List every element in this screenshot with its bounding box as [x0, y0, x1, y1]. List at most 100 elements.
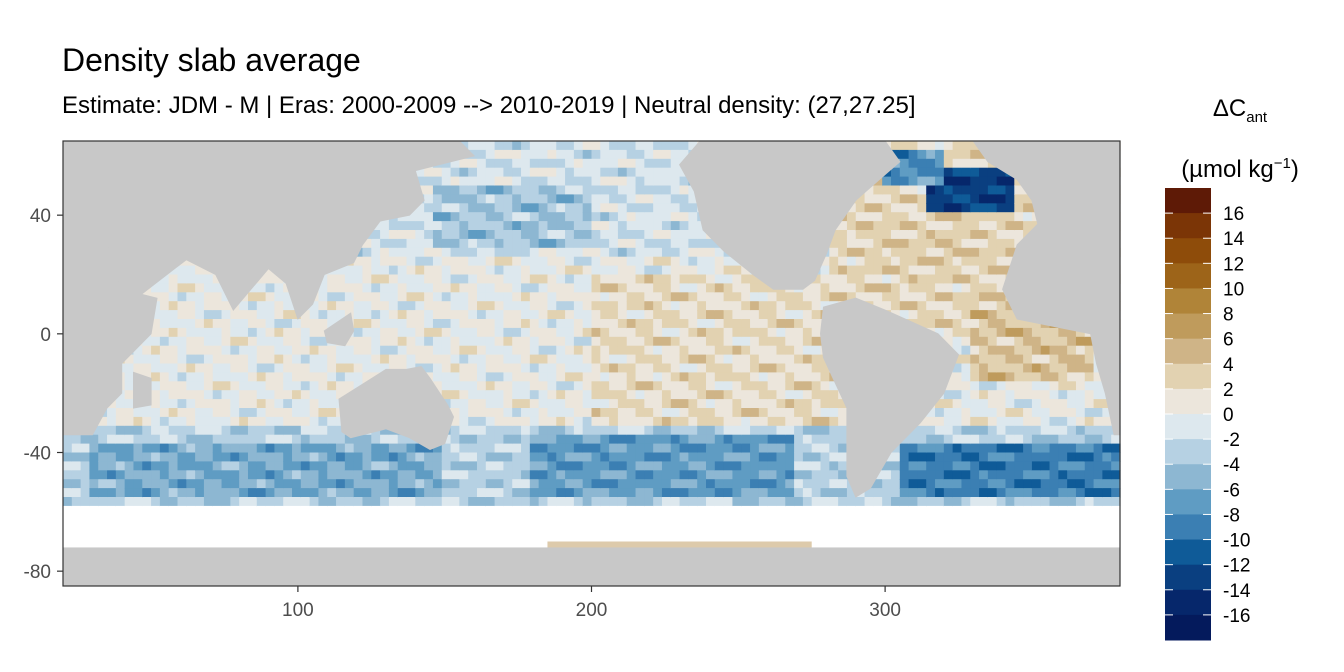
ocean-cell	[107, 541, 117, 551]
ocean-cell	[239, 363, 249, 373]
ocean-cell	[917, 443, 927, 454]
ocean-cell	[168, 497, 179, 507]
ocean-cell	[538, 194, 549, 204]
ocean-cell	[450, 523, 460, 534]
ocean-cell	[591, 319, 601, 329]
ocean-cell	[503, 505, 513, 516]
ocean-cell	[547, 497, 557, 507]
ocean-cell	[899, 292, 910, 302]
ocean-cell	[371, 434, 381, 445]
ocean-cell	[802, 532, 813, 543]
ocean-cell	[80, 434, 91, 445]
ocean-cell	[336, 461, 346, 471]
ocean-cell	[397, 319, 408, 329]
ocean-cell	[406, 247, 416, 258]
ocean-cell	[415, 310, 425, 320]
ocean-cell	[476, 274, 487, 284]
ocean-cell	[503, 176, 513, 187]
ocean-cell	[432, 488, 443, 498]
ocean-cell	[741, 408, 751, 418]
ocean-cell	[794, 327, 804, 338]
ocean-cell	[635, 523, 645, 534]
ocean-cell	[485, 212, 496, 222]
ocean-cell	[168, 479, 179, 489]
ocean-cell	[864, 541, 874, 551]
ocean-cell	[565, 354, 575, 365]
ocean-cell	[503, 399, 513, 409]
ocean-cell	[485, 176, 496, 187]
ocean-cell	[661, 523, 672, 534]
ocean-cell	[494, 443, 505, 454]
ocean-cell	[177, 265, 187, 276]
ocean-cell	[80, 452, 91, 462]
ocean-cell	[177, 336, 187, 347]
ocean-cell	[653, 256, 663, 267]
ocean-cell	[899, 230, 910, 240]
ocean-cell	[388, 238, 399, 249]
ocean-cell	[556, 221, 566, 231]
ocean-cell	[529, 345, 540, 356]
ocean-cell	[723, 256, 734, 267]
ocean-cell	[292, 479, 302, 489]
ocean-cell	[846, 274, 857, 284]
ocean-cell	[133, 470, 143, 480]
ocean-cell	[203, 408, 214, 418]
ocean-cell	[406, 452, 416, 462]
ocean-cell	[318, 319, 328, 329]
ocean-cell	[256, 274, 267, 284]
ocean-cell	[644, 141, 654, 151]
ocean-cell	[371, 265, 381, 276]
ocean-cell	[811, 283, 822, 293]
ocean-cell	[256, 292, 267, 302]
ocean-cell	[336, 301, 346, 311]
ocean-cell	[591, 167, 601, 178]
ocean-cell	[600, 185, 610, 195]
ocean-cell	[547, 416, 557, 427]
ocean-cell	[591, 310, 601, 320]
ocean-cell	[899, 479, 910, 489]
ocean-cell	[617, 292, 628, 302]
ocean-cell	[811, 274, 822, 284]
ocean-cell	[476, 247, 487, 258]
ocean-cell	[151, 363, 161, 373]
ocean-cell	[283, 532, 293, 543]
ocean-cell	[591, 176, 601, 187]
ocean-cell	[186, 390, 196, 400]
ocean-cell	[750, 310, 760, 320]
ocean-cell	[485, 532, 496, 543]
ocean-cell	[767, 452, 778, 462]
ocean-cell	[776, 461, 786, 471]
ocean-cell	[256, 319, 267, 329]
ocean-cell	[397, 434, 408, 445]
ocean-cell	[723, 532, 734, 543]
ocean-cell	[785, 319, 795, 329]
ocean-cell	[573, 265, 584, 276]
ocean-cell	[521, 194, 531, 204]
ocean-cell	[556, 470, 566, 480]
ocean-cell	[767, 416, 778, 427]
ocean-cell	[556, 354, 566, 365]
ocean-cell	[723, 488, 734, 498]
ocean-cell	[670, 265, 681, 276]
ocean-cell	[256, 488, 267, 498]
ocean-cell	[873, 212, 883, 222]
ocean-cell	[732, 336, 742, 347]
ocean-cell	[353, 381, 364, 391]
ocean-cell	[591, 345, 601, 356]
ocean-cell	[168, 425, 179, 436]
ocean-cell	[212, 523, 223, 534]
ocean-cell	[353, 319, 364, 329]
ocean-cell	[292, 363, 302, 373]
ocean-cell	[538, 274, 549, 284]
ocean-cell	[679, 212, 689, 222]
ocean-cell	[573, 497, 584, 507]
ocean-cell	[899, 443, 910, 454]
ocean-cell	[221, 497, 231, 507]
ocean-cell	[573, 319, 584, 329]
ocean-cell	[538, 497, 549, 507]
ocean-cell	[573, 212, 584, 222]
ocean-cell	[820, 408, 830, 418]
ocean-cell	[626, 523, 637, 534]
ocean-cell	[573, 425, 584, 436]
ocean-cell	[168, 354, 179, 365]
